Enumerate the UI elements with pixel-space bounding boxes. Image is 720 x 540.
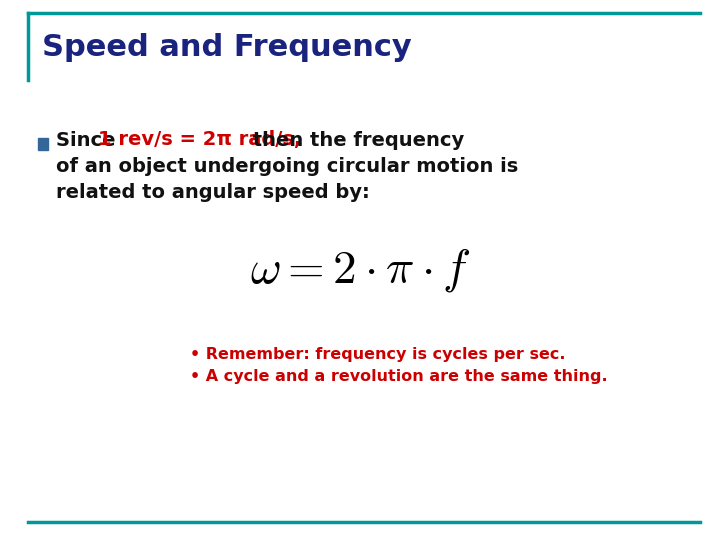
Text: $\omega = 2 \cdot \pi \cdot f$: $\omega = 2 \cdot \pi \cdot f$: [250, 246, 470, 294]
Text: Since: Since: [56, 131, 122, 150]
Text: 1 rev/s = 2π rad/s,: 1 rev/s = 2π rad/s,: [98, 131, 301, 150]
Bar: [38, 138, 48, 150]
Text: • Remember: frequency is cycles per sec.: • Remember: frequency is cycles per sec.: [190, 348, 565, 362]
Text: then the frequency: then the frequency: [246, 131, 464, 150]
Text: Speed and Frequency: Speed and Frequency: [42, 33, 412, 63]
Text: • A cycle and a revolution are the same thing.: • A cycle and a revolution are the same …: [190, 369, 608, 384]
Text: of an object undergoing circular motion is: of an object undergoing circular motion …: [56, 157, 518, 176]
Text: related to angular speed by:: related to angular speed by:: [56, 183, 370, 201]
